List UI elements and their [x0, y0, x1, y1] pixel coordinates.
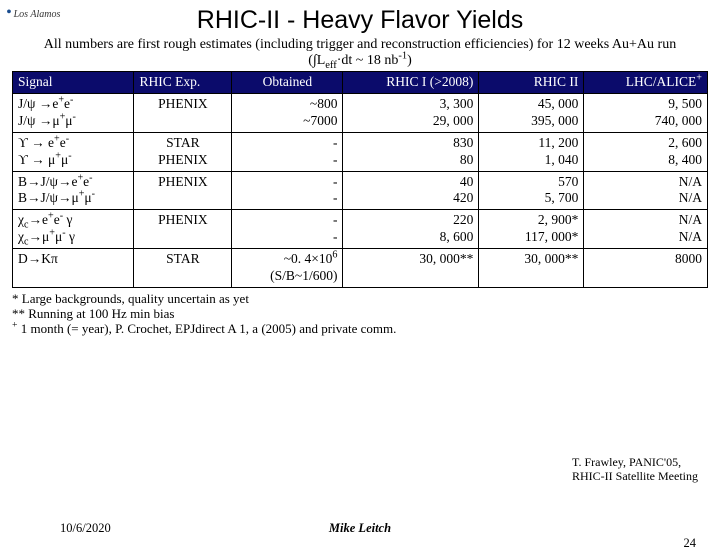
col-header: Obtained	[232, 72, 343, 94]
cell: 2, 6008, 400	[584, 132, 708, 171]
col-header: Signal	[13, 72, 134, 94]
cell: 11, 2001, 040	[479, 132, 584, 171]
cell: χc→e+e- γχc→μ+μ- γ	[13, 210, 134, 249]
cell: J/ψ →e+e-J/ψ →μ+μ-	[13, 94, 134, 133]
col-header: RHIC Exp.	[134, 72, 232, 94]
footer-date: 10/6/2020	[60, 521, 111, 536]
col-header: LHC/ALICE+	[584, 72, 708, 94]
cell: 8000	[584, 249, 708, 288]
cell: PHENIX	[134, 171, 232, 210]
cell: STARPHENIX	[134, 132, 232, 171]
cell: --	[232, 132, 343, 171]
cell: PHENIX	[134, 94, 232, 133]
cell: 3, 30029, 000	[343, 94, 479, 133]
cell: --	[232, 171, 343, 210]
cell: 2208, 600	[343, 210, 479, 249]
cell: 30, 000**	[343, 249, 479, 288]
col-header: RHIC I (>2008)	[343, 72, 479, 94]
cell: B→J/ψ→e+e-B→J/ψ→μ+μ-	[13, 171, 134, 210]
cell: N/AN/A	[584, 171, 708, 210]
subtitle: All numbers are first rough estimates (i…	[0, 37, 720, 69]
table-row: D→KπSTAR~0. 4×106(S/B~1/600)30, 000**30,…	[13, 249, 708, 288]
cell: PHENIX	[134, 210, 232, 249]
cell: 45, 000395, 000	[479, 94, 584, 133]
footnote-line: * Large backgrounds, quality uncertain a…	[12, 292, 708, 307]
table-row: χc→e+e- γχc→μ+μ- γPHENIX --2208, 6002, 9…	[13, 210, 708, 249]
cell: ~0. 4×106(S/B~1/600)	[232, 249, 343, 288]
page-title: RHIC-II - Heavy Flavor Yields	[0, 0, 720, 37]
table-row: B→J/ψ→e+e-B→J/ψ→μ+μ-PHENIX --404205705, …	[13, 171, 708, 210]
cell: --	[232, 210, 343, 249]
cell: 30, 000**	[479, 249, 584, 288]
table-row: ϒ → e+e-ϒ → μ+μ-STARPHENIX--8308011, 200…	[13, 132, 708, 171]
footnote-line: + 1 month (= year), P. Crochet, EPJdirec…	[12, 322, 708, 337]
cell: 40420	[343, 171, 479, 210]
cell: ~800~7000	[232, 94, 343, 133]
footer: 10/6/2020 Mike Leitch 24	[0, 521, 720, 536]
yields-table: SignalRHIC Exp.ObtainedRHIC I (>2008)RHI…	[12, 71, 708, 288]
footnotes: * Large backgrounds, quality uncertain a…	[12, 292, 708, 337]
cell: 9, 500740, 000	[584, 94, 708, 133]
cell: N/AN/A	[584, 210, 708, 249]
lab-logo: Los Alamos	[6, 4, 60, 22]
attribution: T. Frawley, PANIC'05,RHIC-II Satellite M…	[572, 456, 698, 484]
cell: 2, 900*117, 000*	[479, 210, 584, 249]
table-row: J/ψ →e+e-J/ψ →μ+μ-PHENIX ~800~70003, 300…	[13, 94, 708, 133]
cell: D→Kπ	[13, 249, 134, 288]
cell: STAR	[134, 249, 232, 288]
cell: ϒ → e+e-ϒ → μ+μ-	[13, 132, 134, 171]
footer-page: 24	[684, 536, 697, 551]
footnote-line: ** Running at 100 Hz min bias	[12, 307, 708, 322]
cell: 83080	[343, 132, 479, 171]
cell: 5705, 700	[479, 171, 584, 210]
col-header: RHIC II	[479, 72, 584, 94]
